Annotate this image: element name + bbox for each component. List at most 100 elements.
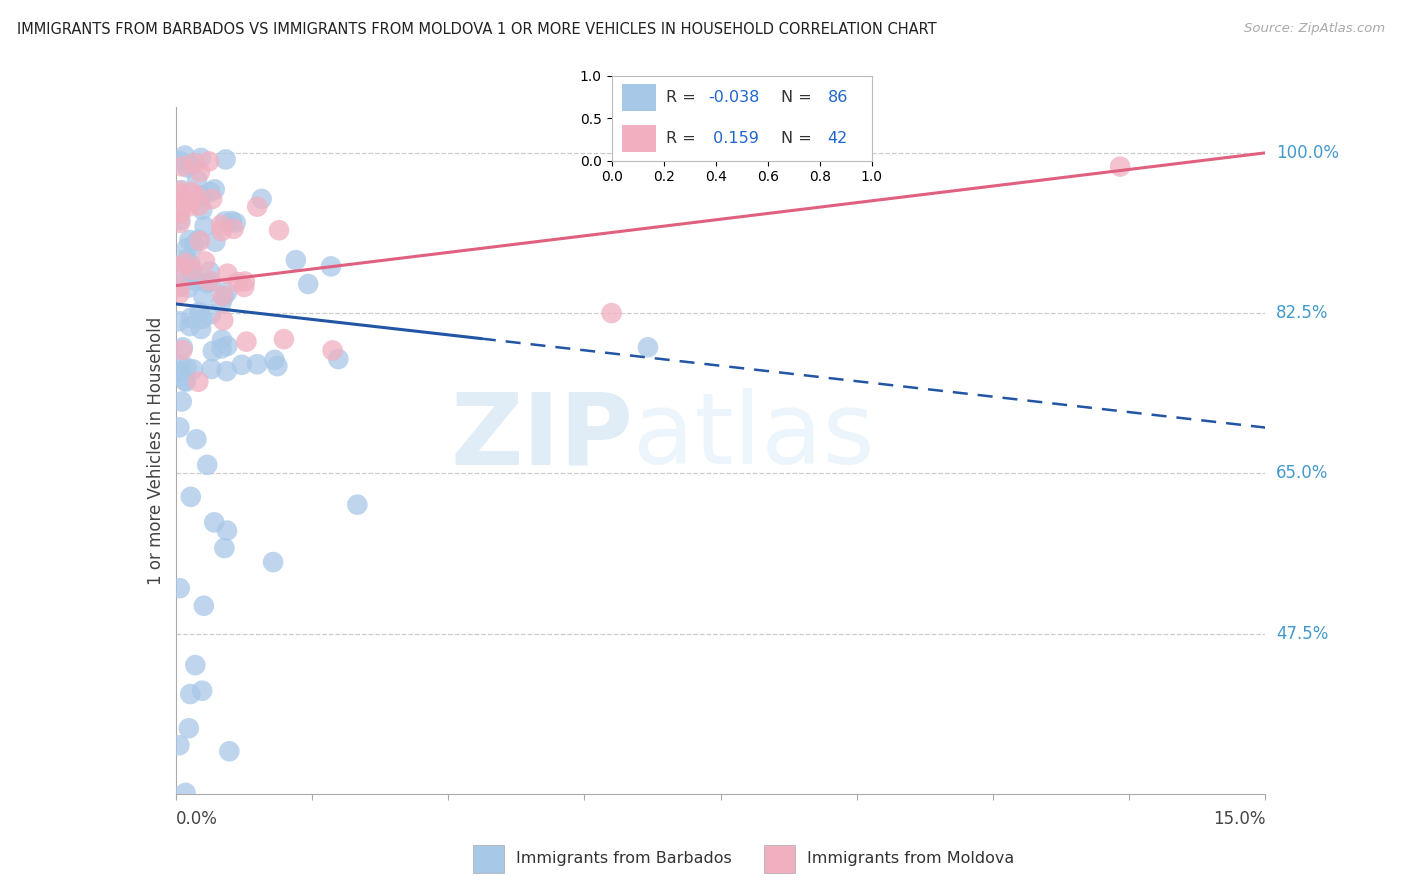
Point [176, 360, 198, 375]
Point [204, 235, 226, 249]
Point [174, 252, 197, 267]
Point [198, 264, 221, 278]
Point [180, 490, 202, 504]
Point [169, 420, 191, 434]
Point [215, 285, 238, 300]
Point [211, 289, 233, 303]
Point [211, 333, 233, 347]
Point [176, 241, 198, 255]
Point [187, 233, 209, 247]
Point [190, 151, 212, 165]
Point [190, 322, 212, 336]
Point [198, 274, 221, 288]
Point [200, 307, 222, 321]
Point [214, 541, 236, 555]
Point [169, 280, 191, 294]
Point [170, 183, 193, 197]
Text: 47.5%: 47.5% [1277, 624, 1329, 642]
Point [204, 182, 226, 196]
Point [267, 223, 290, 237]
Point [181, 263, 204, 277]
Point [179, 158, 201, 172]
Point [284, 253, 307, 268]
Point [169, 260, 191, 274]
Point [180, 194, 202, 209]
Text: 0.0%: 0.0% [176, 810, 218, 829]
Point [186, 432, 208, 446]
Point [319, 260, 342, 274]
Point [169, 184, 191, 198]
Point [169, 581, 191, 595]
Point [172, 340, 194, 354]
Text: R =: R = [666, 131, 702, 146]
Point [176, 161, 198, 175]
Text: 42: 42 [828, 131, 848, 146]
Point [202, 516, 225, 530]
Point [273, 332, 295, 346]
Point [188, 165, 211, 179]
Point [600, 306, 623, 320]
Point [169, 187, 191, 202]
Point [170, 159, 193, 173]
Point [180, 185, 202, 199]
Point [186, 172, 208, 186]
Point [169, 206, 191, 220]
Point [215, 364, 238, 378]
Point [195, 458, 218, 472]
Point [188, 234, 211, 248]
Point [179, 194, 201, 208]
Point [198, 185, 221, 199]
Point [169, 213, 191, 227]
Point [177, 721, 200, 735]
Point [211, 224, 233, 238]
Point [191, 202, 214, 217]
Point [188, 198, 211, 212]
Point [266, 359, 288, 373]
Point [169, 216, 191, 230]
Point [173, 148, 195, 162]
Point [169, 279, 191, 293]
Point [169, 314, 191, 328]
Text: N =: N = [780, 90, 817, 105]
Point [174, 256, 197, 270]
Point [194, 254, 217, 268]
Point [233, 275, 256, 289]
Point [233, 280, 256, 294]
Point [183, 238, 205, 252]
Point [172, 343, 194, 358]
Point [246, 200, 269, 214]
Text: 0.159: 0.159 [707, 131, 759, 146]
Point [297, 277, 319, 291]
Point [179, 199, 201, 213]
Point [193, 219, 215, 234]
Point [177, 281, 200, 295]
Point [246, 357, 269, 371]
Point [212, 290, 235, 304]
Text: Source: ZipAtlas.com: Source: ZipAtlas.com [1244, 22, 1385, 36]
Point [200, 275, 222, 289]
Text: 86: 86 [828, 90, 848, 105]
Bar [621, 85, 655, 112]
Text: Immigrants from Barbados: Immigrants from Barbados [516, 851, 733, 866]
Text: -0.038: -0.038 [707, 90, 759, 105]
Point [217, 339, 239, 353]
Point [172, 260, 194, 274]
Point [217, 267, 239, 281]
Text: Immigrants from Moldova: Immigrants from Moldova [807, 851, 1015, 866]
Point [262, 555, 284, 569]
Point [174, 786, 197, 800]
Point [263, 352, 285, 367]
Point [226, 275, 249, 289]
Point [180, 265, 202, 279]
Point [225, 216, 247, 230]
Point [181, 362, 204, 376]
Point [212, 313, 235, 327]
Point [221, 214, 243, 228]
Text: atlas: atlas [633, 388, 875, 485]
Point [322, 343, 344, 358]
Point [214, 153, 236, 167]
Point [198, 154, 221, 169]
Point [215, 524, 238, 538]
Point [201, 344, 224, 359]
Point [174, 375, 197, 389]
